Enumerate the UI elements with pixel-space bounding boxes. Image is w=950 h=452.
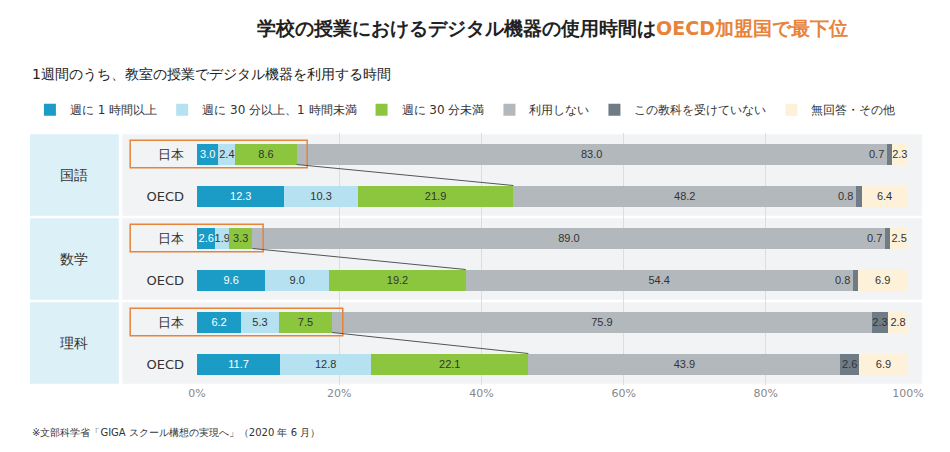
svg-text:7.5: 7.5 (298, 316, 313, 328)
svg-text:2.3: 2.3 (872, 316, 887, 328)
svg-text:利用しない: 利用しない (529, 103, 589, 117)
svg-text:1.9: 1.9 (215, 232, 230, 244)
svg-text:75.9: 75.9 (591, 316, 612, 328)
svg-text:理科: 理科 (60, 335, 88, 351)
svg-text:2.8: 2.8 (890, 316, 905, 328)
svg-text:日本: 日本 (158, 231, 184, 246)
svg-text:2.4: 2.4 (219, 148, 234, 160)
svg-text:0.7: 0.7 (867, 232, 882, 244)
svg-text:1週間のうち、教室の授業でデジタル機器を利用する時間: 1週間のうち、教室の授業でデジタル機器を利用する時間 (32, 66, 391, 82)
svg-text:この教科を受けていない: この教科を受けていない (634, 103, 766, 117)
svg-text:83.0: 83.0 (581, 148, 602, 160)
svg-text:22.1: 22.1 (439, 358, 460, 370)
svg-text:8.6: 8.6 (258, 148, 273, 160)
svg-text:6.9: 6.9 (875, 274, 890, 286)
svg-text:週に 30 分以上、1 時間未満: 週に 30 分以上、1 時間未満 (202, 103, 356, 117)
svg-text:9.0: 9.0 (290, 274, 305, 286)
svg-text:週に 30 分未満: 週に 30 分未満 (402, 103, 485, 117)
svg-text:日本: 日本 (158, 147, 184, 162)
svg-text:日本: 日本 (158, 315, 184, 330)
svg-text:6.9: 6.9 (876, 358, 891, 370)
svg-text:2.3: 2.3 (892, 148, 907, 160)
svg-text:40%: 40% (469, 387, 493, 400)
svg-text:54.4: 54.4 (648, 274, 669, 286)
svg-text:※文部科学省「GIGA スクール構想の実現へ」（2020 年: ※文部科学省「GIGA スクール構想の実現へ」（2020 年 6 月） (32, 427, 320, 438)
svg-text:19.2: 19.2 (387, 274, 408, 286)
svg-text:3.3: 3.3 (233, 232, 248, 244)
svg-text:OECD: OECD (146, 357, 184, 372)
svg-text:20%: 20% (327, 387, 351, 400)
svg-text:11.7: 11.7 (228, 358, 249, 370)
svg-text:5.3: 5.3 (252, 316, 267, 328)
svg-text:12.3: 12.3 (230, 190, 251, 202)
svg-text:89.0: 89.0 (558, 232, 579, 244)
svg-text:12.8: 12.8 (315, 358, 336, 370)
svg-text:2.6: 2.6 (842, 358, 857, 370)
svg-text:OECD: OECD (146, 189, 184, 204)
svg-text:10.3: 10.3 (310, 190, 331, 202)
svg-text:60%: 60% (611, 387, 635, 400)
svg-text:6.2: 6.2 (211, 316, 226, 328)
svg-text:学校の授業におけるデジタル機器の使用時間はOECD加盟国で最: 学校の授業におけるデジタル機器の使用時間はOECD加盟国で最下位 (257, 17, 848, 39)
svg-text:OECD: OECD (146, 273, 184, 288)
svg-text:2.6: 2.6 (199, 232, 214, 244)
svg-text:3.0: 3.0 (200, 148, 215, 160)
svg-text:無回答・その他: 無回答・その他 (811, 103, 895, 117)
svg-text:0%: 0% (188, 387, 205, 400)
svg-text:100%: 100% (892, 387, 923, 400)
svg-text:48.2: 48.2 (674, 190, 695, 202)
svg-text:0.7: 0.7 (869, 148, 884, 160)
svg-text:21.9: 21.9 (425, 190, 446, 202)
svg-text:0.8: 0.8 (838, 190, 853, 202)
svg-text:9.6: 9.6 (223, 274, 238, 286)
svg-text:2.5: 2.5 (891, 232, 906, 244)
svg-text:週に 1 時間以上: 週に 1 時間以上 (70, 103, 157, 117)
svg-text:43.9: 43.9 (674, 358, 695, 370)
svg-text:0.8: 0.8 (835, 274, 850, 286)
svg-text:国語: 国語 (60, 167, 88, 183)
svg-text:80%: 80% (754, 387, 778, 400)
svg-text:6.4: 6.4 (877, 190, 892, 202)
svg-text:数学: 数学 (60, 251, 88, 267)
